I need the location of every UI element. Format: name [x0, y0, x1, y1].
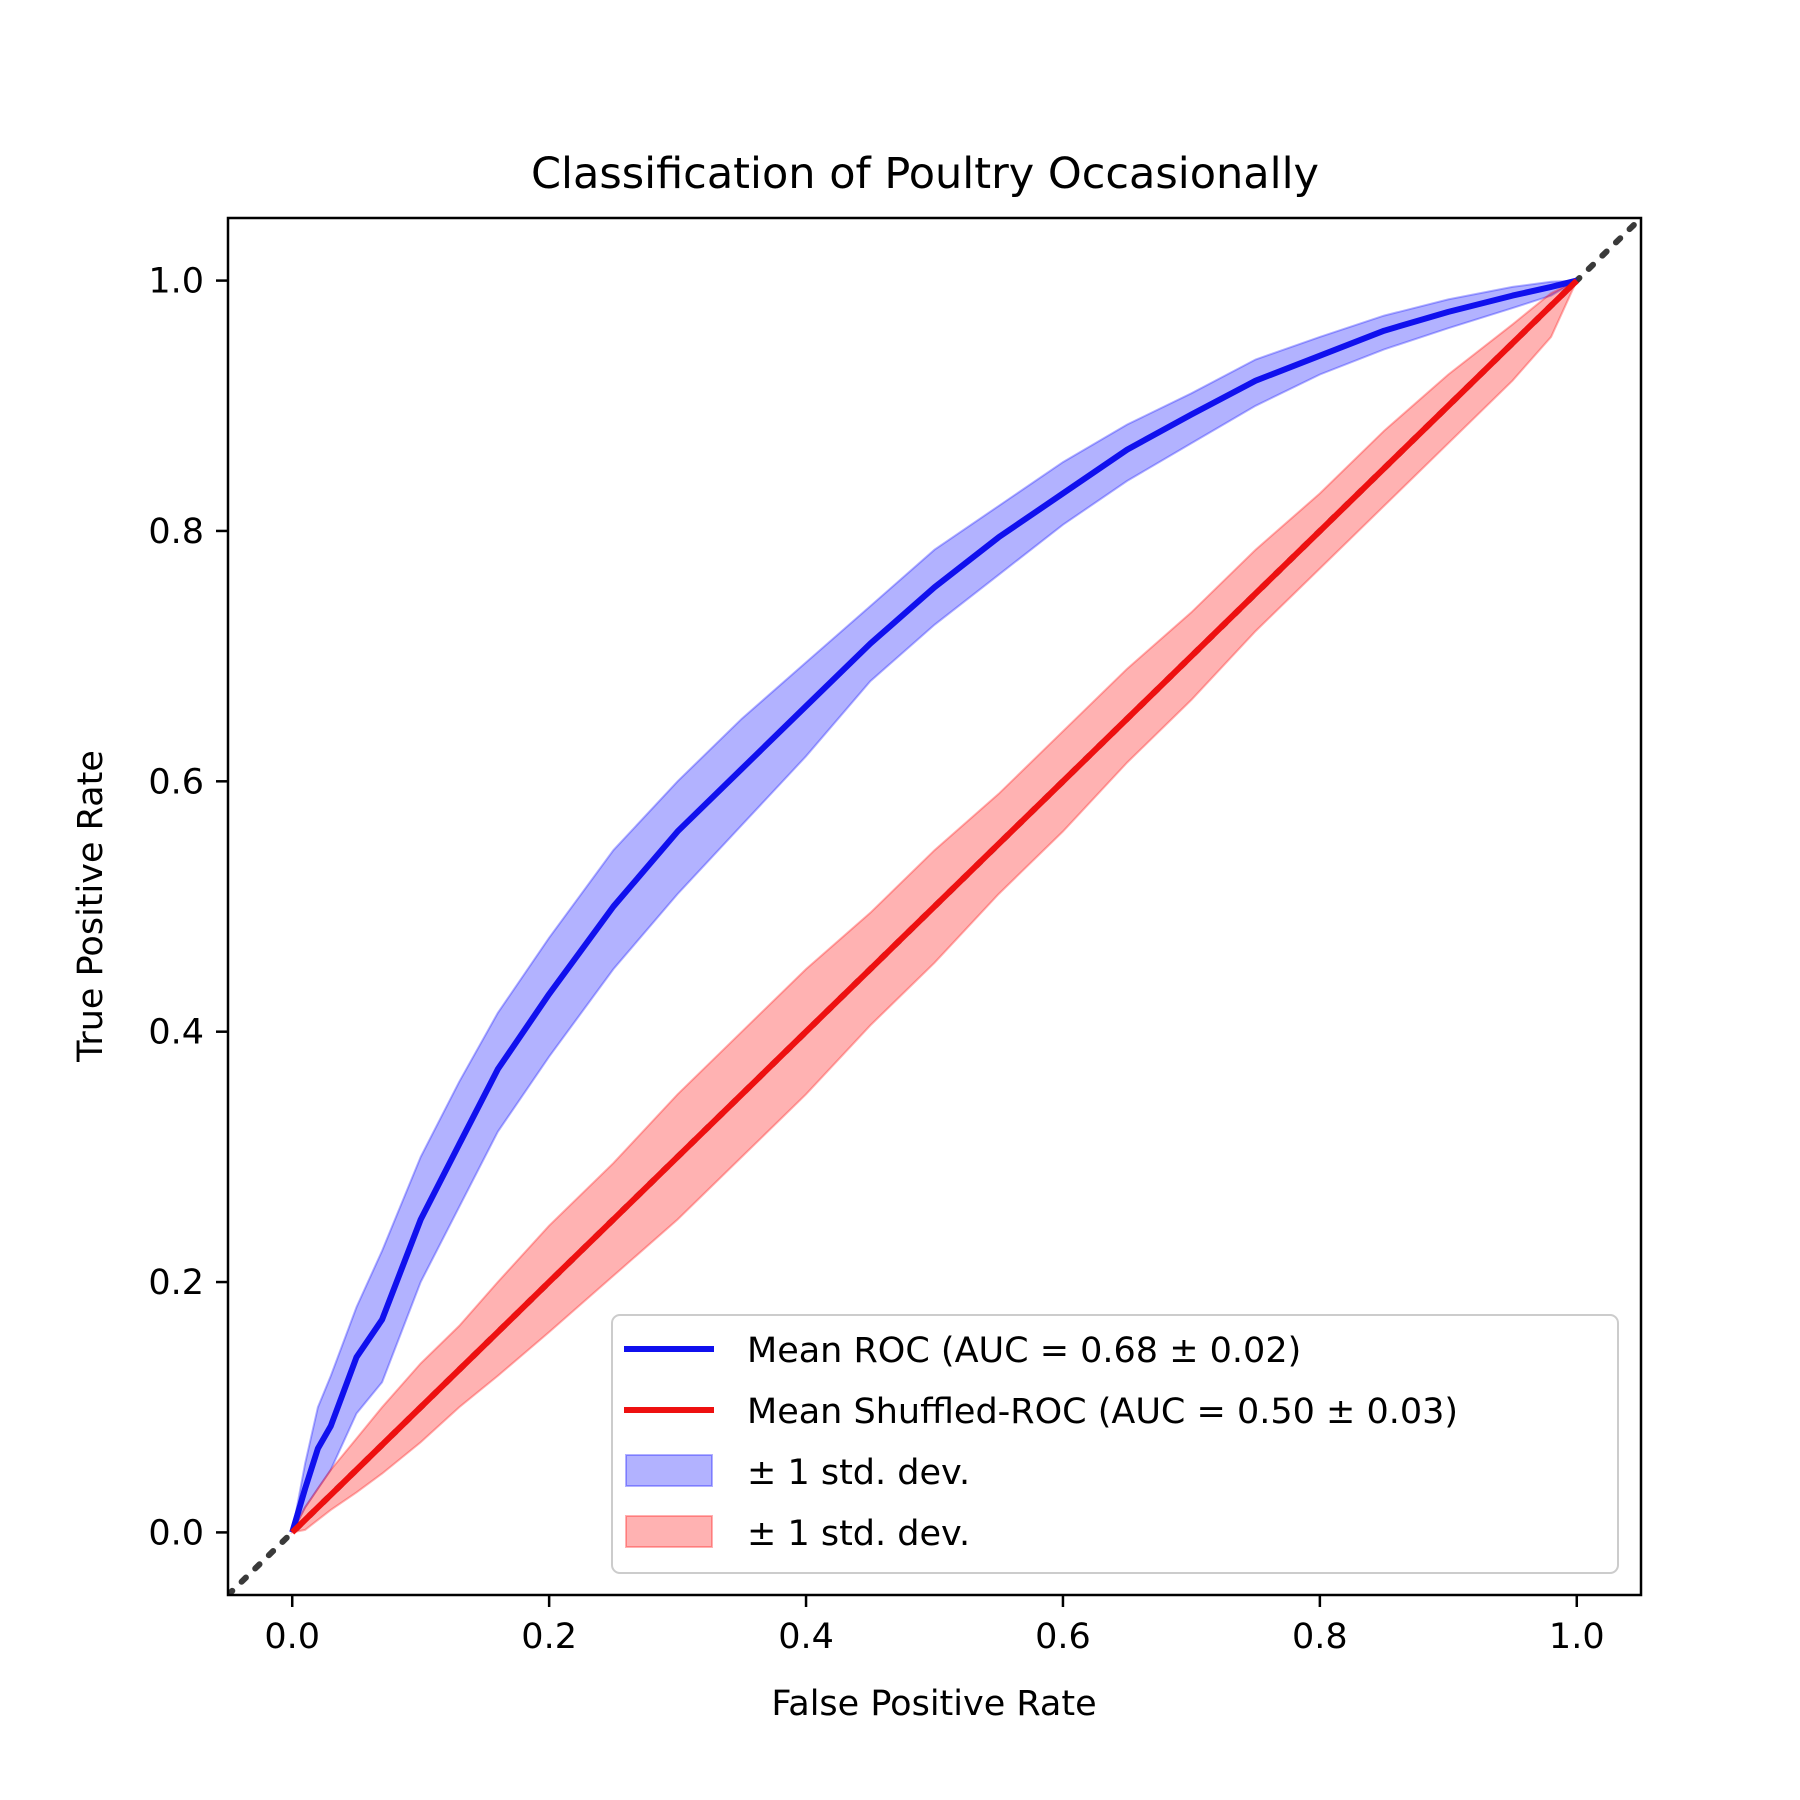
x-axis-ticks: 0.0 0.2 0.4 0.6 0.8 1.0 — [264, 1595, 1605, 1657]
y-tick-label: 0.0 — [148, 1513, 204, 1553]
y-tick-label: 1.0 — [148, 262, 204, 302]
chart-title: Classification of Poultry Occasionally — [531, 149, 1319, 199]
legend-label-red-band: ± 1 std. dev. — [747, 1514, 970, 1554]
x-axis-label: False Positive Rate — [771, 1684, 1096, 1724]
y-axis-label: True Positive Rate — [71, 750, 111, 1063]
legend: Mean ROC (AUC = 0.68 ± 0.02) Mean Shuffl… — [611, 1314, 1619, 1574]
lines-layer — [289, 277, 1579, 1535]
y-tick-label: 0.6 — [148, 762, 204, 802]
y-tick-label: 0.8 — [148, 512, 204, 552]
legend-swatch-red-band — [625, 1515, 713, 1548]
legend-label-blue-band: ± 1 std. dev. — [747, 1453, 970, 1493]
plot-frame — [226, 216, 1643, 1597]
legend-label-mean-shuffled-roc: Mean Shuffled-ROC (AUC = 0.50 ± 0.03) — [747, 1392, 1458, 1432]
legend-label-mean-roc: Mean ROC (AUC = 0.68 ± 0.02) — [747, 1331, 1301, 1371]
plot-area — [228, 218, 1641, 1595]
x-tick-label: 0.2 — [521, 1617, 577, 1657]
x-tick-label: 0.4 — [778, 1617, 834, 1657]
x-tick-label: 0.6 — [1035, 1617, 1091, 1657]
legend-box — [611, 1314, 1619, 1574]
x-tick-label: 0.0 — [264, 1617, 320, 1657]
x-tick-label: 1.0 — [1549, 1617, 1605, 1657]
legend-swatch-blue-band — [625, 1454, 713, 1487]
x-tick-label: 0.8 — [1292, 1617, 1348, 1657]
mean-shuffled-roc-line — [290, 278, 1579, 1535]
mean-roc-line — [289, 277, 1578, 1534]
y-tick-label: 0.2 — [148, 1263, 204, 1303]
y-tick-label: 0.4 — [148, 1013, 204, 1053]
y-axis-ticks: 0.0 0.2 0.4 0.6 0.8 1.0 — [148, 262, 228, 1553]
